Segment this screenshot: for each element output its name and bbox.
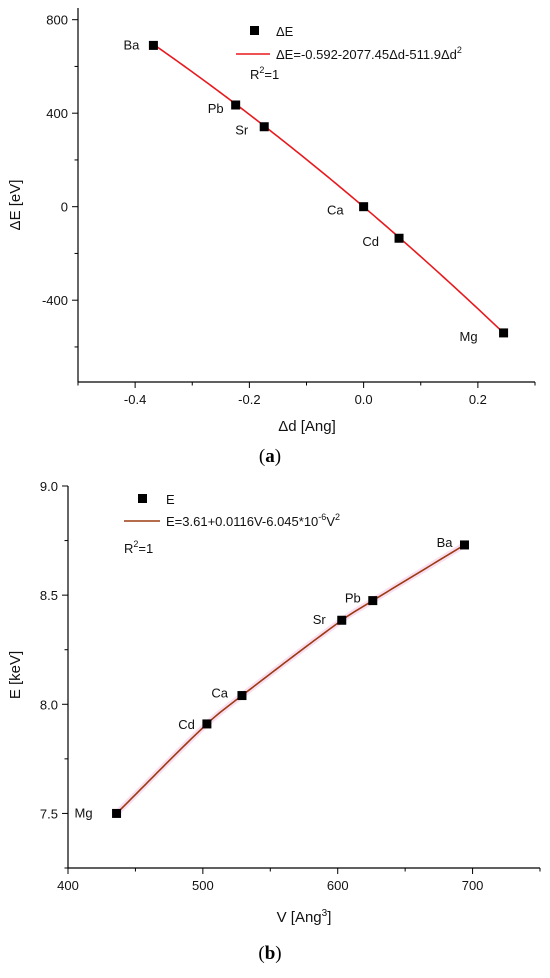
legend-a-r2-sup: 2 — [259, 65, 264, 75]
legend-b-fit-main: E=3.61+0.0116V-6.045*10 — [166, 514, 318, 529]
x-tick-label: 500 — [192, 878, 214, 893]
data-point-mg — [112, 808, 122, 818]
point-label-ca: Ca — [327, 203, 344, 218]
point-label-ba: Ba — [123, 37, 140, 52]
data-point-cd — [202, 719, 212, 729]
legend-b-fit-sup2: 2 — [335, 512, 340, 522]
panel-b-axes — [67, 486, 540, 869]
panel-b-x-axis-label-end: ] — [327, 909, 331, 926]
legend-a-points-swatch — [250, 26, 259, 35]
panel-a-chart: -0.4 -0.2 0.0 0.2 -400 0 400 800 Ba Pb Sr Ca Cd Mg Δ… — [7, 8, 536, 435]
legend-a-r2: R2=1 — [250, 65, 279, 82]
point-label-mg: Mg — [460, 329, 478, 344]
legend-b-r2-main: R — [124, 541, 133, 556]
panel-b-points — [112, 540, 469, 818]
point-label-ba: Ba — [437, 535, 454, 550]
panel-a-legend: ΔE ΔE=-0.592-2077.45Δd-511.9Δd2 R2=1 — [236, 24, 462, 82]
data-point-ba — [148, 40, 158, 50]
caption-a-letter: a — [265, 446, 275, 467]
data-point-sr — [259, 122, 269, 132]
x-tick-label: 700 — [462, 878, 484, 893]
legend-a-r2-main: R — [250, 67, 259, 82]
y-tick-label: 8.0 — [40, 697, 58, 712]
y-tick-label: 7.5 — [40, 806, 58, 821]
legend-a-points-label: ΔE — [276, 24, 294, 39]
y-tick-label: 0 — [61, 200, 68, 215]
panel-b-point-labels: Mg Cd Ca Sr Pb Ba — [74, 535, 453, 820]
caption-b-letter: b — [265, 943, 276, 964]
panel-b-ticks: 400 500 600 700 7.5 8.0 8.5 9.0 — [40, 479, 541, 893]
point-label-mg: Mg — [74, 805, 92, 820]
caption-a: (a) — [259, 446, 281, 467]
legend-a-fit-main: ΔE=-0.592-2077.45Δd-511.9Δd — [276, 47, 457, 62]
point-label-pb: Pb — [208, 101, 224, 116]
x-tick-label: 400 — [57, 878, 79, 893]
panel-a-x-axis-label: Δd [Ang] — [278, 418, 336, 435]
data-point-ba — [459, 540, 469, 550]
legend-a-r2-value: =1 — [264, 67, 279, 82]
y-tick-label: 8.5 — [40, 588, 58, 603]
fit-curve — [115, 544, 465, 814]
y-tick-label: -400 — [42, 293, 68, 308]
panel-b-x-axis-label-main: V [Ang — [277, 909, 322, 926]
y-tick-label: 9.0 — [40, 479, 58, 494]
x-tick-label: 0.0 — [355, 392, 373, 407]
panel-b-chart: 400 500 600 700 7.5 8.0 8.5 9.0 Mg Cd Ca Sr Pb Ba V … — [7, 479, 541, 926]
legend-b-fit-sup1: -6 — [318, 512, 326, 522]
y-tick-label: 400 — [46, 106, 68, 121]
data-point-mg — [499, 328, 509, 338]
legend-b-points-label: E — [166, 492, 175, 507]
y-tick-label: 800 — [46, 13, 68, 28]
panel-b-x-axis-label-sup: 3 — [322, 908, 328, 919]
point-label-sr: Sr — [235, 123, 249, 138]
legend-b-fit-mid: V — [326, 514, 335, 529]
panel-a-axes — [77, 8, 535, 383]
legend-b-r2-value: =1 — [138, 541, 153, 556]
data-point-pb — [368, 596, 378, 606]
panel-b-legend: E E=3.61+0.0116V-6.045*10-6V2 R2=1 — [124, 492, 340, 556]
point-label-cd: Cd — [362, 234, 379, 249]
panel-a-ticks: -0.4 -0.2 0.0 0.2 -400 0 400 800 — [42, 13, 536, 407]
legend-a-fit-sup: 2 — [457, 45, 462, 55]
panel-b-x-axis-label: V [Ang3] — [277, 908, 332, 926]
legend-b-points-swatch — [138, 494, 147, 503]
legend-b-r2-sup: 2 — [133, 539, 138, 549]
x-tick-label: -0.2 — [238, 392, 260, 407]
legend-b-r2: R2=1 — [124, 539, 153, 556]
x-tick-label: -0.4 — [124, 392, 146, 407]
point-label-pb: Pb — [345, 591, 361, 606]
data-point-ca — [237, 691, 247, 701]
caption-b: (b) — [258, 943, 281, 964]
x-tick-label: 0.2 — [469, 392, 487, 407]
legend-b-fit-label: E=3.61+0.0116V-6.045*10-6V2 — [166, 512, 340, 529]
x-tick-label: 600 — [327, 878, 349, 893]
data-point-pb — [231, 100, 241, 110]
panel-b-fit-curve — [113, 541, 468, 817]
data-point-ca — [359, 202, 369, 212]
point-label-ca: Ca — [211, 686, 228, 701]
fit-curve-halo — [113, 541, 468, 817]
panel-b-y-axis-label: E [keV] — [7, 651, 24, 699]
data-point-sr — [337, 615, 347, 625]
panel-a-points — [148, 40, 509, 338]
point-label-sr: Sr — [313, 612, 327, 627]
legend-a-fit-label: ΔE=-0.592-2077.45Δd-511.9Δd2 — [276, 45, 462, 62]
point-label-cd: Cd — [178, 717, 195, 732]
fit-curve — [152, 43, 505, 334]
panel-a-y-axis-label: ΔE [eV] — [7, 180, 24, 231]
panel-a-fit-curve — [152, 43, 505, 334]
panel-a-point-labels: Ba Pb Sr Ca Cd Mg — [123, 37, 477, 344]
data-point-cd — [394, 233, 404, 243]
